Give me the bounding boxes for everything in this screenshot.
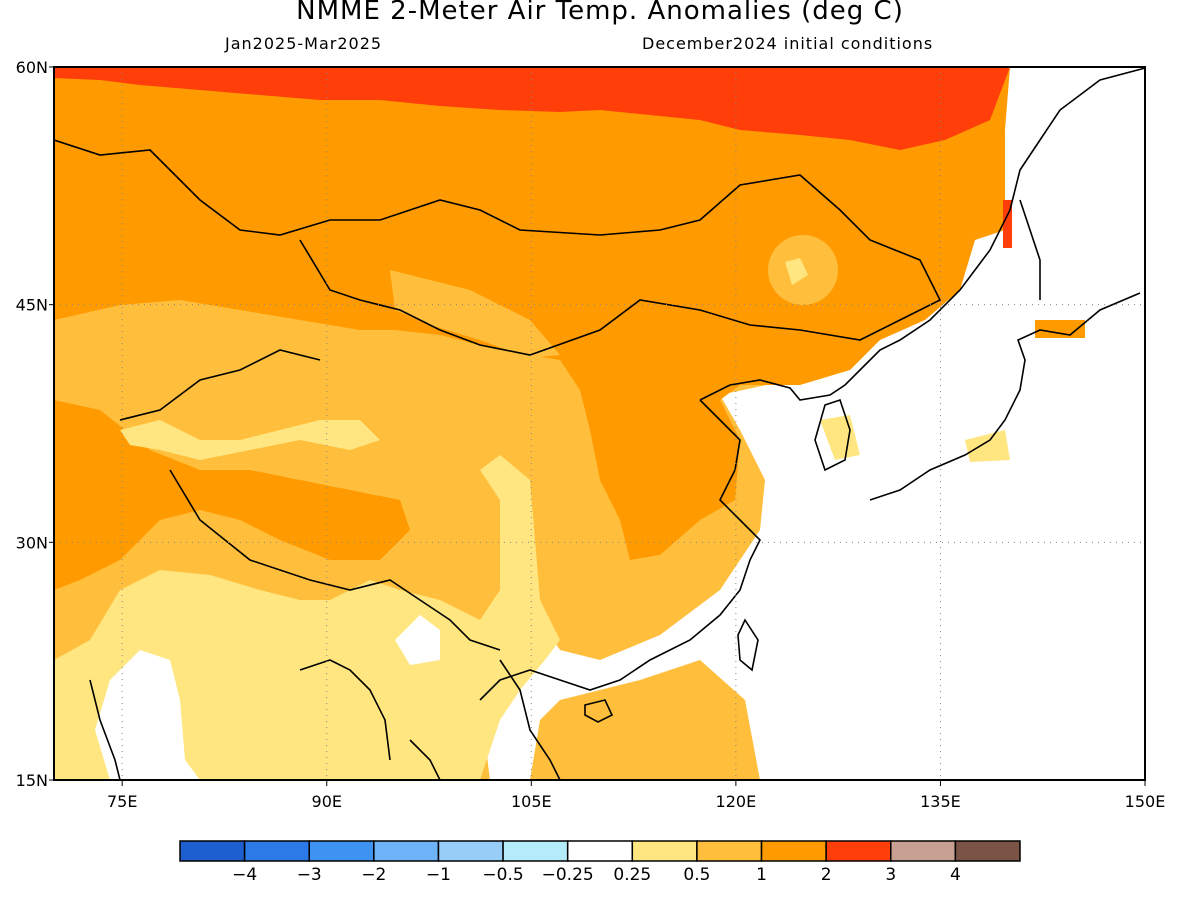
anomaly-field (54, 67, 1145, 780)
field-neutral-east (480, 67, 1145, 780)
colorbar-swatch (954, 840, 1021, 862)
colorbar-label: −4 (232, 865, 257, 885)
colorbar-swatch (696, 840, 763, 862)
colorbar-label: 4 (950, 865, 961, 885)
x-tick-label: 150E (1125, 792, 1166, 811)
x-tick-label: 90E (312, 792, 342, 811)
x-tick-label: 75E (107, 792, 137, 811)
field-0.5-1-mongolia (390, 270, 560, 358)
axes: 75E 90E 105E 120E 135E 150E 60N 45N 30N 15N (16, 58, 1166, 811)
field-1-2-north (54, 67, 1010, 560)
colorbar-label: 2 (821, 865, 832, 885)
x-tick-label: 105E (511, 792, 552, 811)
grid-lines (54, 67, 1145, 780)
colorbar-swatch (631, 840, 698, 862)
field-2-3-north (54, 67, 1010, 150)
colorbar-label: 3 (885, 865, 896, 885)
field-0.25-0.5-south (54, 455, 560, 780)
colorbar-swatch (243, 840, 310, 862)
field-0.25-0.5-korea (820, 415, 860, 460)
map-frame (53, 66, 1146, 781)
x-tick-label: 120E (716, 792, 757, 811)
field-0.25-0.5-blob (785, 258, 808, 285)
colorbar-swatch (566, 840, 634, 862)
colorbar-swatch (179, 840, 246, 862)
colorbar-label: 0.5 (683, 865, 710, 885)
chart-subtitle-left: Jan2025-Mar2025 (225, 34, 383, 53)
colorbar-label: −1 (426, 865, 451, 885)
field-1-2-west (54, 400, 410, 590)
coastlines (54, 67, 1145, 780)
colorbar-swatch (825, 840, 892, 862)
field-neutral-myanmar (395, 615, 440, 665)
colorbar-label: 0.25 (613, 865, 651, 885)
colorbar-label: −2 (361, 865, 386, 885)
chart-subtitle-right: December2024 initial conditions (642, 34, 934, 53)
colorbar-swatch (502, 840, 569, 862)
y-tick-label: 45N (16, 296, 48, 315)
colorbar-label: 1 (756, 865, 767, 885)
field-neutral-india (54, 650, 200, 780)
y-tick-label: 30N (16, 533, 48, 552)
y-tick-label: 60N (16, 58, 48, 77)
colorbar-swatch (890, 840, 957, 862)
field-0.25-0.5-japan (965, 430, 1010, 462)
colorbar-label: −0.5 (482, 865, 523, 885)
chart-title: NMME 2-Meter Air Temp. Anomalies (deg C) (296, 0, 904, 26)
colorbar-swatch (373, 840, 440, 862)
colorbar-label: −0.25 (542, 865, 594, 885)
x-tick-label: 135E (920, 792, 961, 811)
colorbar-swatch (760, 840, 827, 862)
colorbar-label: −3 (297, 865, 322, 885)
field-0.25-0.5-tibet-band (120, 420, 380, 460)
colorbar: −4 −3 −2 −1 −0.5 −0.25 0.25 0.5 1 2 3 4 (179, 840, 1021, 885)
y-tick-label: 15N (16, 771, 48, 790)
colorbar-swatch (437, 840, 504, 862)
colorbar-swatch (308, 840, 375, 862)
